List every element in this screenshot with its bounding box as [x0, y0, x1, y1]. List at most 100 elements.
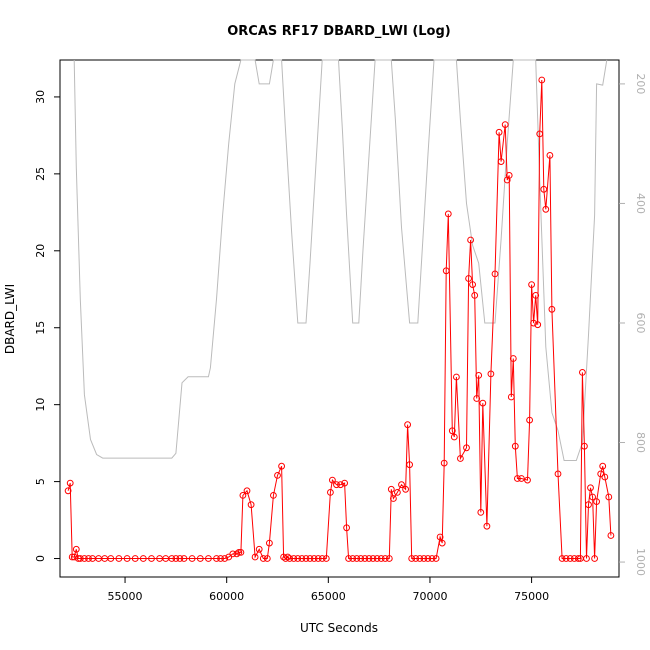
data-point [345, 555, 353, 562]
data-point [298, 555, 306, 562]
data-point [188, 555, 196, 562]
y-tick-label: 0 [34, 555, 47, 562]
right-y-tick-label: 800 [634, 432, 647, 453]
data-point [255, 545, 263, 553]
data-point [581, 442, 588, 450]
data-point [76, 555, 84, 562]
data-point [278, 462, 286, 470]
data-point [172, 555, 180, 562]
data-point [70, 553, 78, 561]
y-axis: 0 5 10 15 20 25 30 [34, 90, 60, 562]
data-point [593, 498, 600, 506]
x-tick-label: 70000 [412, 590, 447, 603]
data-point [306, 555, 314, 562]
data-point [467, 236, 475, 244]
data-point [453, 373, 460, 381]
series-layer [64, 59, 615, 562]
data-point [514, 475, 521, 482]
data-point [607, 532, 615, 539]
data-point [479, 399, 487, 407]
data-point [213, 555, 220, 562]
data-point [322, 555, 330, 562]
data-point [465, 275, 473, 282]
data-point [558, 555, 566, 562]
data-point [528, 281, 535, 289]
data-point [505, 172, 513, 179]
data-point [444, 210, 452, 218]
data-point [329, 476, 336, 484]
x-axis: 55000 60000 65000 70000 75000 [108, 577, 549, 603]
data-point [534, 321, 542, 329]
data-point [266, 539, 273, 547]
data-point [343, 524, 351, 532]
data-point [229, 550, 237, 558]
data-point [239, 492, 247, 499]
data-point [511, 442, 519, 450]
data-point [491, 270, 499, 278]
data-point [361, 555, 369, 562]
data-point [599, 462, 607, 470]
data-point [542, 205, 550, 213]
data-point [398, 481, 405, 489]
data-point [353, 555, 361, 562]
data-point [263, 555, 271, 562]
data-point [131, 555, 139, 562]
data-point [475, 372, 483, 379]
data-point [463, 444, 470, 452]
data-point [538, 76, 546, 84]
data-point [259, 555, 267, 562]
y-tick-label: 30 [34, 90, 47, 104]
y-tick-label: 15 [34, 321, 47, 335]
data-point [180, 555, 188, 562]
data-point [284, 553, 292, 561]
data-point [357, 555, 365, 562]
data-point [394, 489, 401, 496]
data-point [68, 553, 76, 561]
y-tick-label: 25 [34, 167, 47, 181]
data-point [424, 555, 432, 562]
data-point [507, 393, 515, 401]
chart-title: ORCAS RF17 DBARD_LWI (Log) [227, 24, 451, 39]
data-point [450, 433, 458, 441]
data-point [341, 479, 349, 487]
data-point [605, 493, 613, 501]
data-point [540, 185, 548, 193]
data-point [562, 555, 570, 562]
data-point [548, 305, 556, 313]
data-point [302, 555, 310, 562]
data-point [123, 555, 131, 562]
data-point [176, 555, 184, 562]
data-point [402, 485, 410, 493]
data-point [436, 533, 444, 541]
data-point [235, 549, 243, 556]
data-point [406, 461, 414, 469]
data-point [148, 555, 155, 562]
y-tick-label: 20 [34, 244, 47, 258]
data-point [81, 555, 88, 562]
data-point [274, 472, 281, 479]
data-point [432, 555, 440, 562]
data-point [601, 473, 609, 481]
data-point [583, 555, 590, 562]
data-point [591, 555, 598, 562]
data-point [387, 485, 395, 493]
data-point [237, 549, 245, 556]
data-point [536, 130, 544, 138]
data-point [487, 370, 495, 378]
data-point [579, 369, 586, 376]
y-tick-label: 5 [34, 478, 47, 485]
data-point [221, 555, 229, 562]
data-point [251, 553, 259, 561]
data-point [196, 555, 204, 562]
data-point [524, 476, 531, 484]
data-point [327, 489, 334, 496]
data-point [381, 555, 389, 562]
data-point [377, 555, 385, 562]
data-point [566, 555, 574, 562]
data-point [518, 475, 525, 482]
data-point [107, 555, 115, 562]
data-point [270, 492, 277, 499]
data-point [483, 522, 491, 530]
data-point [318, 555, 326, 562]
data-point [310, 555, 318, 562]
